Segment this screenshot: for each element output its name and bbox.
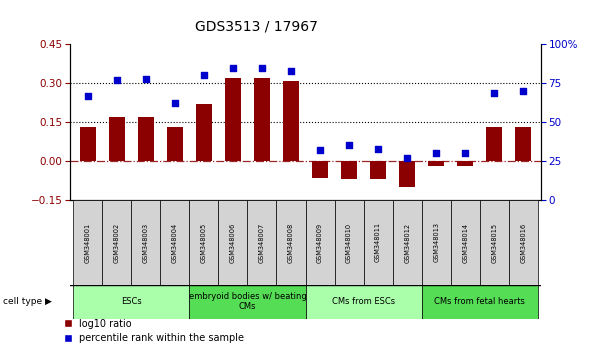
Bar xyxy=(364,200,393,285)
Point xyxy=(112,77,122,83)
Text: ESCs: ESCs xyxy=(121,297,142,306)
Bar xyxy=(283,81,299,161)
Text: GSM348014: GSM348014 xyxy=(463,222,468,263)
Text: GSM348008: GSM348008 xyxy=(288,222,294,263)
Text: CMs from ESCs: CMs from ESCs xyxy=(332,297,395,306)
Bar xyxy=(102,200,131,285)
Text: GSM348007: GSM348007 xyxy=(259,222,265,263)
Text: GSM348015: GSM348015 xyxy=(491,222,497,263)
Point xyxy=(141,76,151,81)
Bar xyxy=(189,200,218,285)
Text: GSM348004: GSM348004 xyxy=(172,222,178,263)
Bar xyxy=(131,200,160,285)
Text: GDS3513 / 17967: GDS3513 / 17967 xyxy=(195,19,318,34)
Text: embryoid bodies w/ beating
CMs: embryoid bodies w/ beating CMs xyxy=(189,292,306,312)
Text: CMs from fetal hearts: CMs from fetal hearts xyxy=(434,297,525,306)
Bar xyxy=(451,200,480,285)
Bar xyxy=(160,200,189,285)
Text: GSM348009: GSM348009 xyxy=(317,222,323,263)
Text: GSM348016: GSM348016 xyxy=(521,222,526,263)
Point xyxy=(83,93,93,98)
Point xyxy=(344,143,354,148)
Text: GSM348002: GSM348002 xyxy=(114,222,120,263)
Bar xyxy=(254,78,270,161)
Bar xyxy=(73,285,189,319)
Point xyxy=(460,150,470,156)
Bar xyxy=(341,161,357,179)
Bar xyxy=(218,200,247,285)
Point xyxy=(489,90,499,95)
Text: GSM348001: GSM348001 xyxy=(85,222,90,263)
Point xyxy=(170,101,180,106)
Bar xyxy=(399,161,415,187)
Text: GSM348003: GSM348003 xyxy=(143,222,148,263)
Text: cell type ▶: cell type ▶ xyxy=(3,297,52,306)
Text: GSM348010: GSM348010 xyxy=(346,222,352,263)
Text: GSM348006: GSM348006 xyxy=(230,222,236,263)
Bar xyxy=(486,127,502,161)
Bar xyxy=(306,285,422,319)
Bar xyxy=(109,117,125,161)
Point xyxy=(199,73,209,78)
Bar xyxy=(422,200,451,285)
Point xyxy=(286,68,296,74)
Text: GSM348013: GSM348013 xyxy=(433,223,439,262)
Bar xyxy=(457,161,473,166)
Bar xyxy=(196,104,212,161)
Text: GSM348012: GSM348012 xyxy=(404,222,410,263)
Bar xyxy=(73,200,102,285)
Bar xyxy=(428,161,444,166)
Point xyxy=(431,150,441,156)
Bar xyxy=(312,161,328,178)
Bar xyxy=(509,200,538,285)
Bar xyxy=(480,200,509,285)
Bar xyxy=(370,161,386,179)
Point xyxy=(373,146,383,152)
Legend: log10 ratio, percentile rank within the sample: log10 ratio, percentile rank within the … xyxy=(60,315,248,347)
Bar xyxy=(79,127,96,161)
Point xyxy=(518,88,528,94)
Point xyxy=(228,65,238,70)
Point xyxy=(402,155,412,161)
Text: GSM348011: GSM348011 xyxy=(375,223,381,262)
Bar xyxy=(306,200,335,285)
Bar xyxy=(422,285,538,319)
Bar xyxy=(167,127,183,161)
Bar xyxy=(247,200,276,285)
Point xyxy=(315,147,325,153)
Bar xyxy=(189,285,306,319)
Point xyxy=(257,65,267,70)
Bar xyxy=(393,200,422,285)
Bar xyxy=(515,127,532,161)
Bar xyxy=(335,200,364,285)
Text: GSM348005: GSM348005 xyxy=(201,222,207,263)
Bar xyxy=(276,200,306,285)
Bar xyxy=(225,78,241,161)
Bar xyxy=(138,117,154,161)
